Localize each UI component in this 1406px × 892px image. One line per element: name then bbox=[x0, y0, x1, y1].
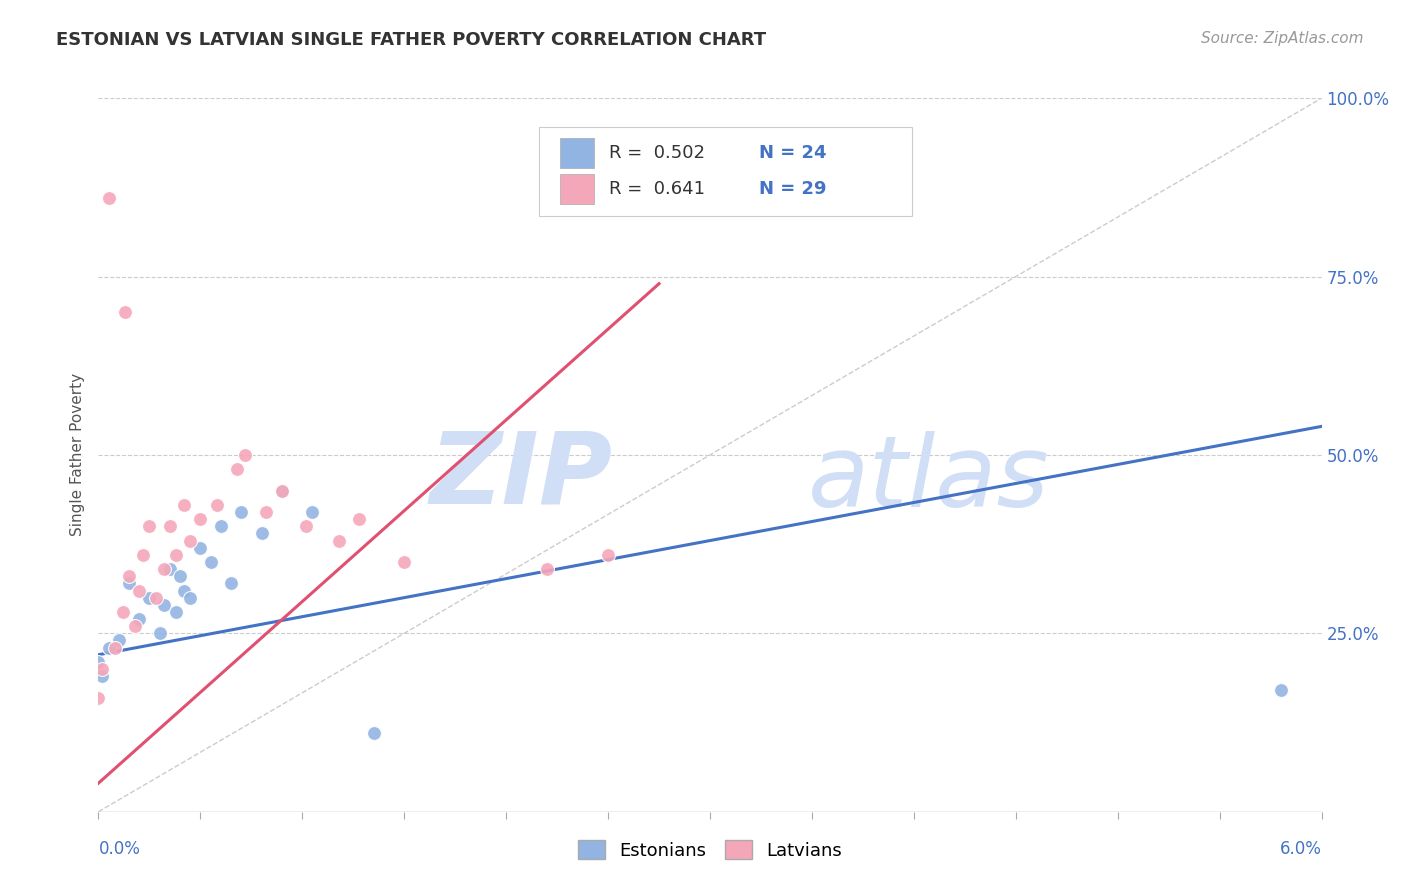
Point bbox=[97, 640, 120, 655]
Point bbox=[173, 498, 195, 512]
Point bbox=[229, 505, 253, 519]
Point bbox=[536, 562, 558, 576]
Point bbox=[145, 591, 167, 605]
Point bbox=[91, 669, 114, 683]
Point bbox=[200, 555, 222, 569]
Point bbox=[149, 626, 172, 640]
Bar bbox=[560, 174, 593, 203]
FancyBboxPatch shape bbox=[538, 127, 912, 216]
Point bbox=[392, 555, 416, 569]
Point bbox=[138, 519, 160, 533]
Text: 6.0%: 6.0% bbox=[1279, 840, 1322, 858]
Point bbox=[124, 619, 146, 633]
Point bbox=[250, 526, 273, 541]
Bar bbox=[560, 138, 593, 168]
Text: Source: ZipAtlas.com: Source: ZipAtlas.com bbox=[1201, 31, 1364, 46]
Point bbox=[179, 591, 201, 605]
Point bbox=[87, 655, 110, 669]
Point bbox=[128, 583, 150, 598]
Point bbox=[233, 448, 256, 462]
Point bbox=[173, 583, 195, 598]
Point bbox=[118, 576, 141, 591]
Point bbox=[132, 548, 155, 562]
Point bbox=[128, 612, 150, 626]
Point bbox=[152, 562, 174, 576]
Point bbox=[363, 726, 385, 740]
Text: atlas: atlas bbox=[808, 432, 1049, 528]
Point bbox=[205, 498, 228, 512]
Point bbox=[91, 662, 114, 676]
Point bbox=[349, 512, 371, 526]
Text: 0.0%: 0.0% bbox=[98, 840, 141, 858]
Point bbox=[165, 548, 187, 562]
Point bbox=[270, 483, 292, 498]
Point bbox=[87, 690, 110, 705]
Point bbox=[209, 519, 232, 533]
Text: N = 29: N = 29 bbox=[759, 180, 827, 198]
Text: ESTONIAN VS LATVIAN SINGLE FATHER POVERTY CORRELATION CHART: ESTONIAN VS LATVIAN SINGLE FATHER POVERT… bbox=[56, 31, 766, 49]
Point bbox=[226, 462, 249, 476]
Legend: Estonians, Latvians: Estonians, Latvians bbox=[571, 833, 849, 867]
Point bbox=[159, 562, 181, 576]
Point bbox=[254, 505, 277, 519]
Point bbox=[270, 483, 292, 498]
Point bbox=[188, 512, 212, 526]
Point bbox=[219, 576, 242, 591]
Point bbox=[138, 591, 160, 605]
Point bbox=[169, 569, 191, 583]
Text: ZIP: ZIP bbox=[429, 428, 612, 524]
Point bbox=[179, 533, 201, 548]
Text: N = 24: N = 24 bbox=[759, 145, 827, 162]
Point bbox=[108, 633, 131, 648]
Point bbox=[97, 191, 120, 205]
Point bbox=[328, 533, 350, 548]
Text: R =  0.502: R = 0.502 bbox=[609, 145, 704, 162]
Point bbox=[152, 598, 174, 612]
Point bbox=[295, 519, 318, 533]
Text: R =  0.641: R = 0.641 bbox=[609, 180, 704, 198]
Y-axis label: Single Father Poverty: Single Father Poverty bbox=[70, 374, 86, 536]
Point bbox=[301, 505, 323, 519]
Point bbox=[596, 548, 619, 562]
Point bbox=[104, 640, 127, 655]
Point bbox=[111, 605, 134, 619]
Point bbox=[1270, 683, 1292, 698]
Point bbox=[165, 605, 187, 619]
Point bbox=[159, 519, 181, 533]
Point bbox=[114, 305, 136, 319]
Point bbox=[188, 541, 212, 555]
Point bbox=[118, 569, 141, 583]
